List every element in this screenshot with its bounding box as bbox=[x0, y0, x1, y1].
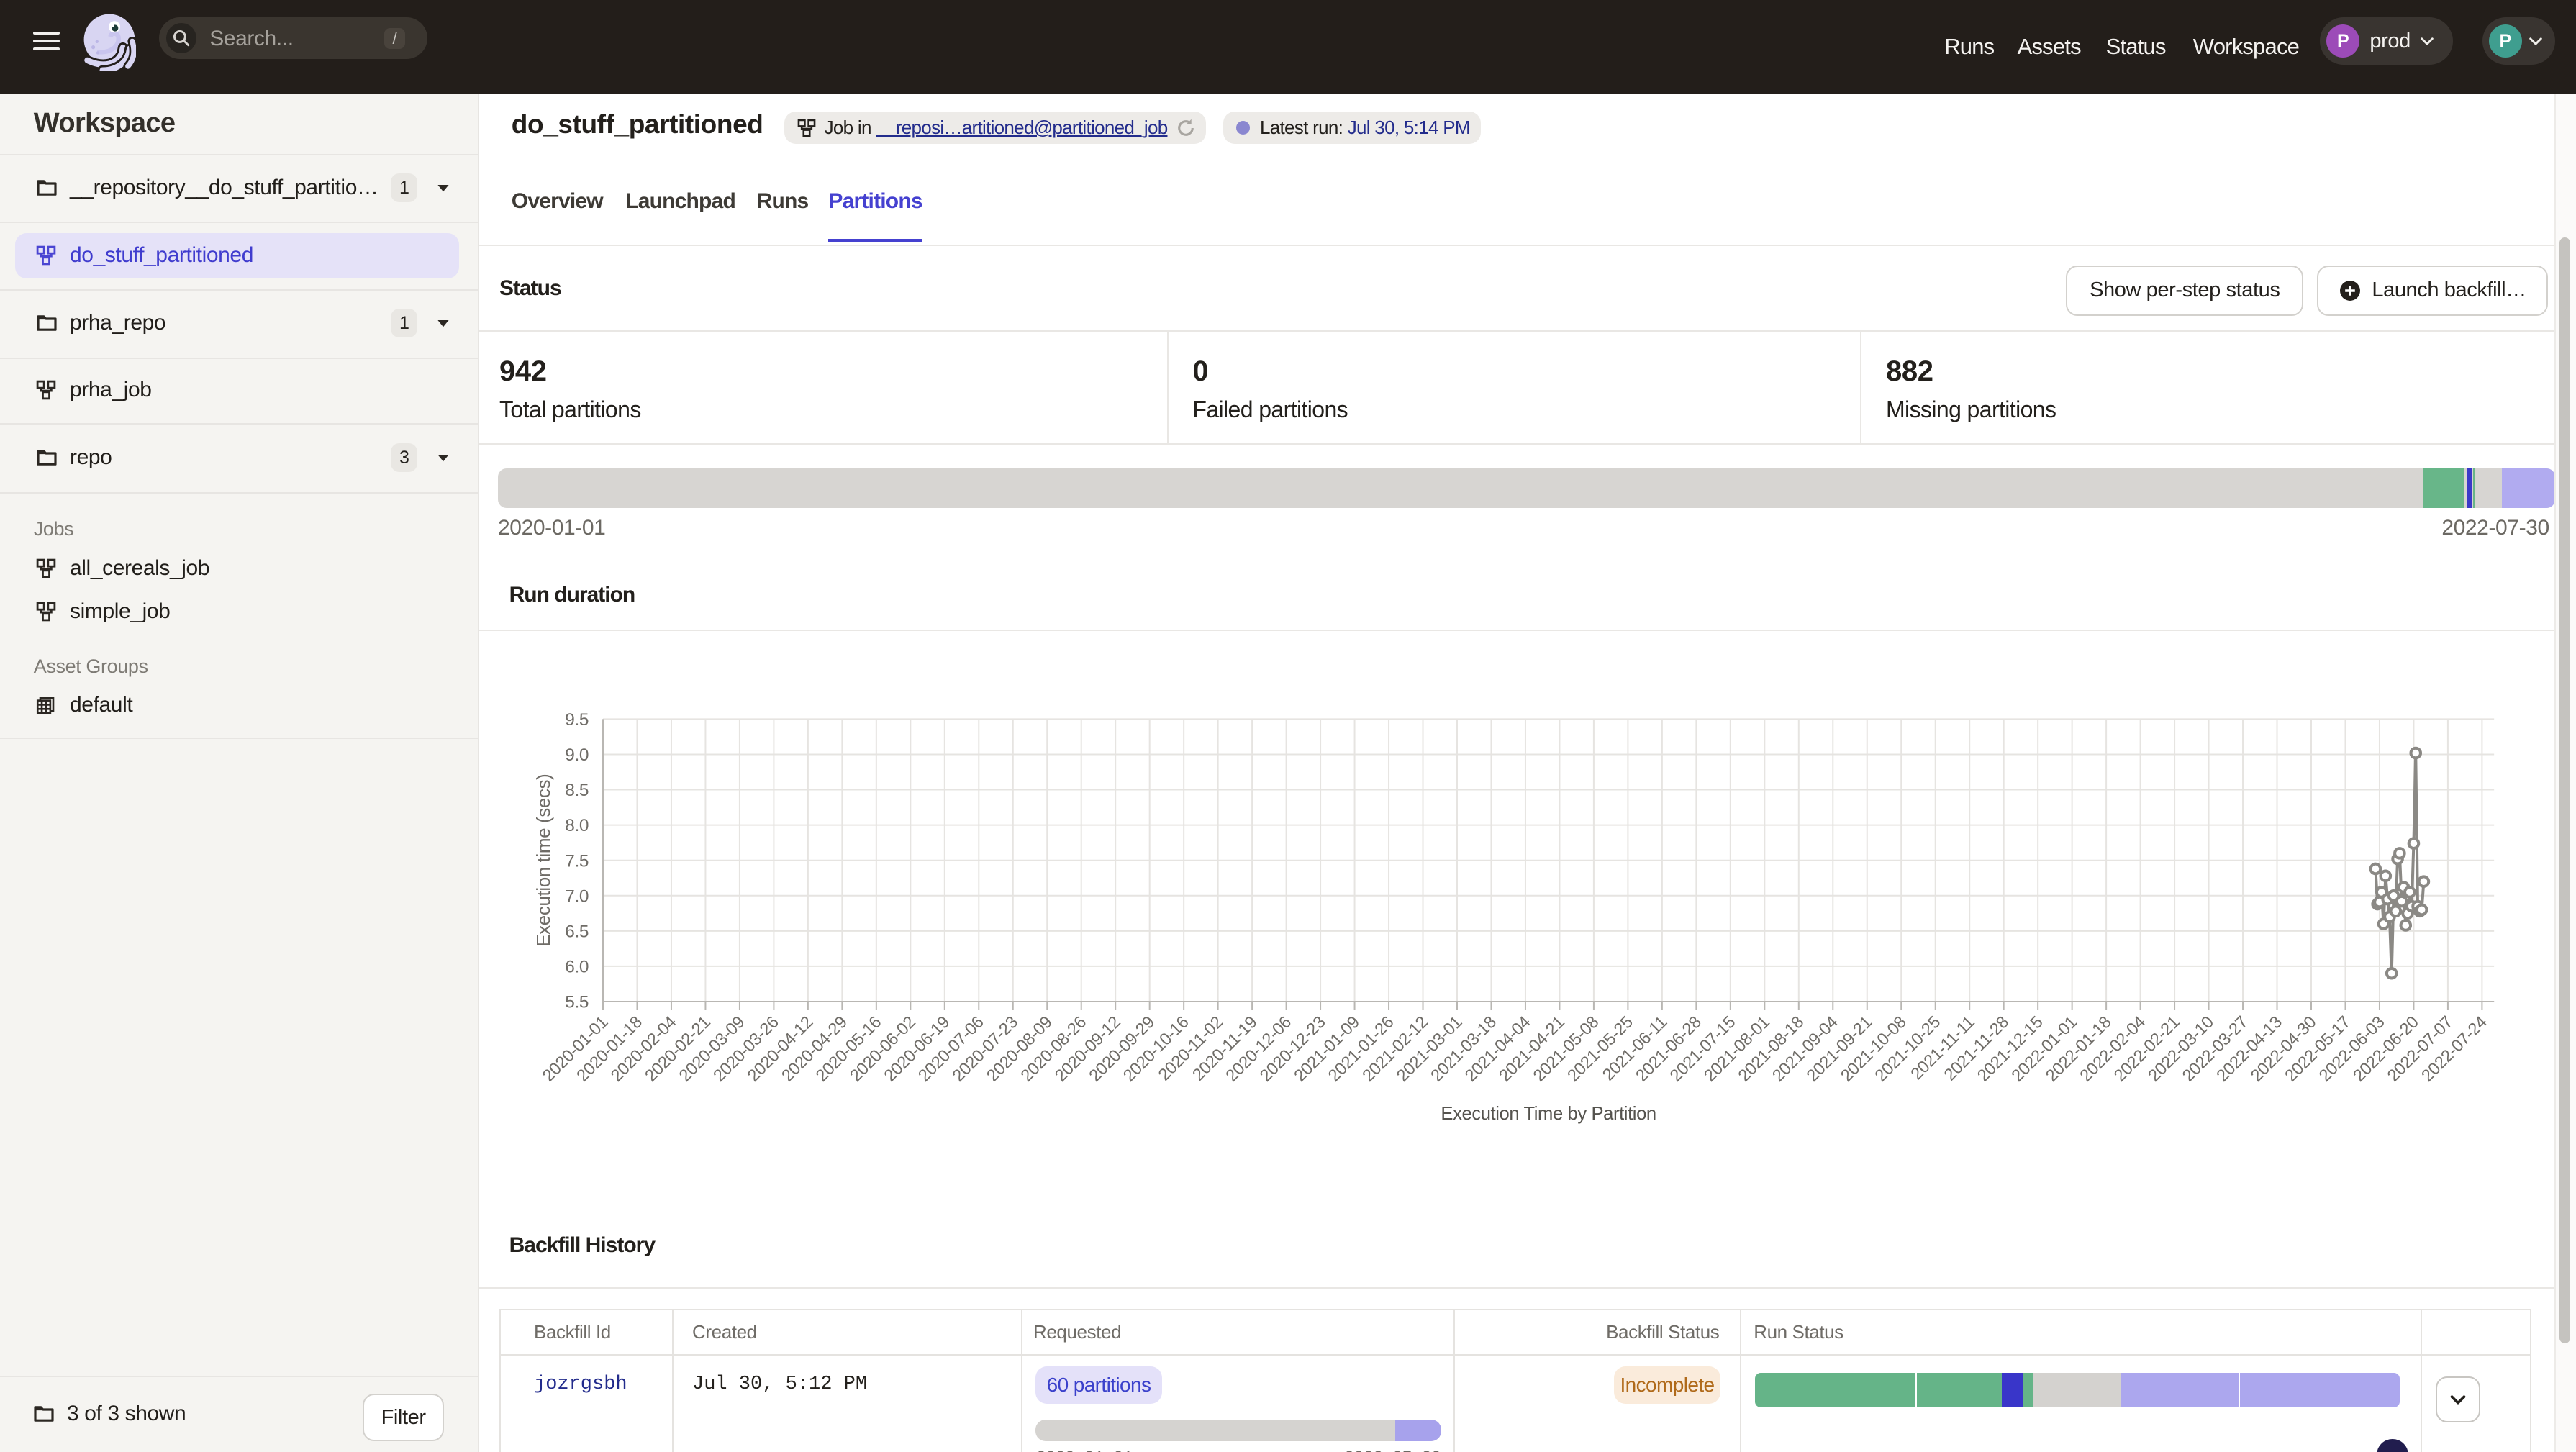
svg-text:Execution time (secs): Execution time (secs) bbox=[532, 774, 554, 947]
svg-text:8.0: 8.0 bbox=[565, 816, 589, 835]
svg-text:7.5: 7.5 bbox=[565, 851, 589, 871]
svg-text:Execution Time by Partition: Execution Time by Partition bbox=[1441, 1104, 1656, 1124]
svg-text:8.5: 8.5 bbox=[565, 781, 589, 800]
svg-text:5.5: 5.5 bbox=[565, 993, 589, 1012]
svg-text:6.0: 6.0 bbox=[565, 958, 589, 977]
svg-text:9.0: 9.0 bbox=[565, 745, 589, 765]
svg-text:9.5: 9.5 bbox=[565, 710, 589, 730]
svg-text:6.5: 6.5 bbox=[565, 922, 589, 941]
svg-text:7.0: 7.0 bbox=[565, 886, 589, 906]
